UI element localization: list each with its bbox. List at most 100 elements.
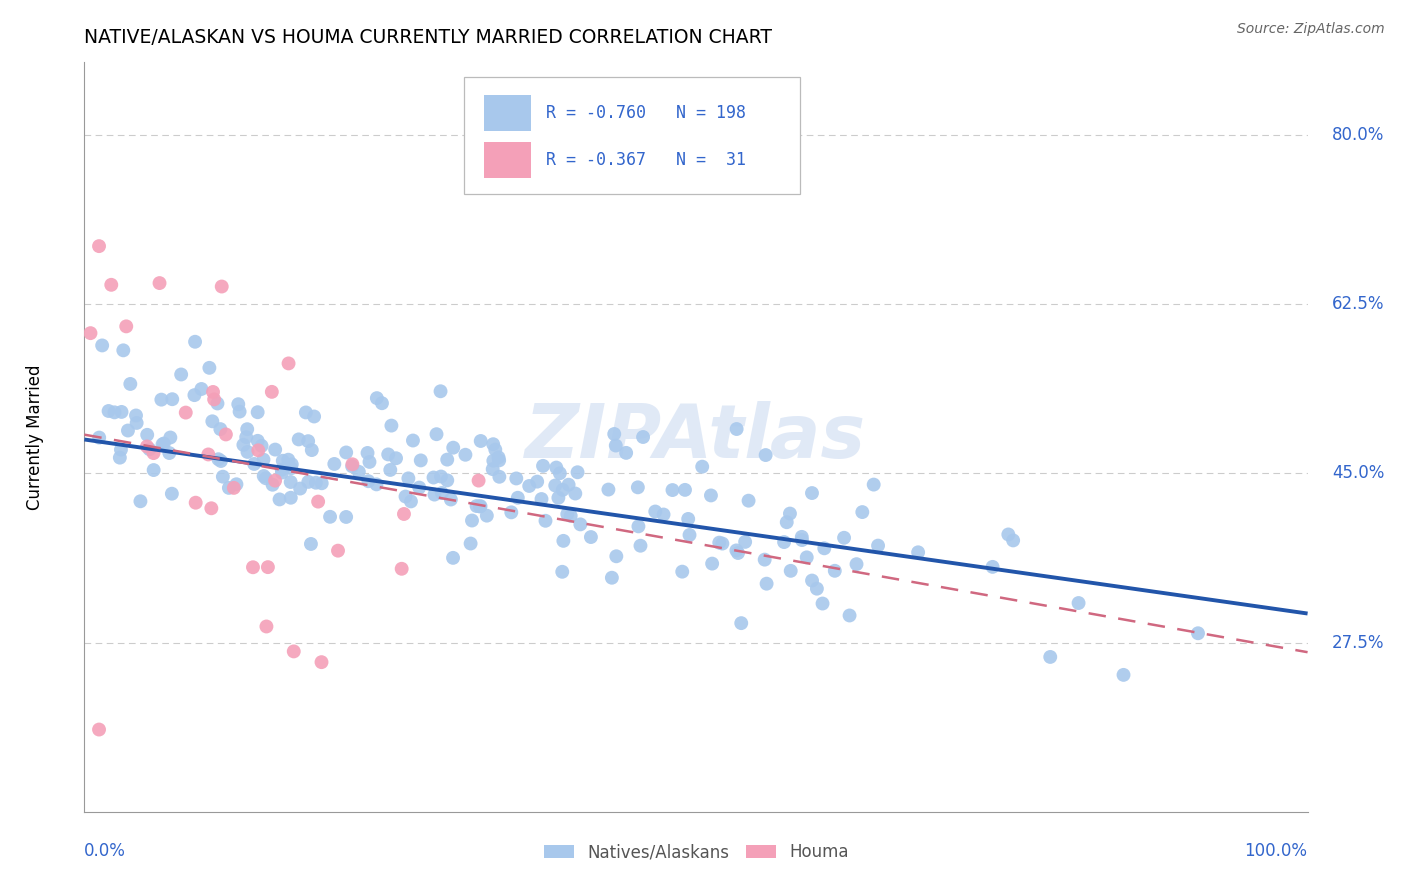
- Point: [824, 564, 846, 578]
- Point: [198, 360, 221, 375]
- Point: [117, 424, 139, 438]
- Point: [517, 479, 540, 493]
- Point: [727, 546, 749, 560]
- Point: [288, 482, 311, 496]
- Point: [211, 279, 233, 293]
- Point: [441, 550, 464, 565]
- FancyBboxPatch shape: [464, 78, 800, 194]
- Point: [295, 405, 318, 419]
- Point: [506, 491, 529, 505]
- Point: [183, 388, 205, 402]
- Point: [252, 452, 274, 467]
- Point: [162, 392, 184, 407]
- Point: [108, 450, 131, 465]
- Point: [779, 564, 801, 578]
- Point: [907, 545, 929, 559]
- Point: [129, 494, 152, 508]
- Point: [709, 535, 731, 549]
- Point: [661, 483, 683, 497]
- Point: [440, 492, 463, 507]
- Point: [311, 476, 333, 491]
- Point: [283, 644, 305, 658]
- Point: [851, 505, 873, 519]
- Point: [832, 531, 855, 545]
- Point: [430, 486, 453, 500]
- Point: [253, 469, 276, 483]
- Point: [600, 571, 623, 585]
- Point: [136, 440, 159, 454]
- Point: [347, 465, 370, 479]
- Point: [526, 475, 548, 489]
- Point: [461, 514, 484, 528]
- Point: [280, 461, 302, 475]
- Point: [481, 462, 503, 476]
- Point: [377, 447, 399, 461]
- Point: [652, 508, 675, 522]
- Point: [422, 470, 444, 484]
- Point: [297, 434, 319, 449]
- Point: [862, 477, 884, 491]
- Point: [454, 448, 477, 462]
- Point: [246, 434, 269, 448]
- Text: 62.5%: 62.5%: [1331, 295, 1385, 313]
- Point: [359, 455, 381, 469]
- Point: [264, 474, 287, 488]
- Point: [1039, 649, 1062, 664]
- Point: [779, 507, 801, 521]
- Point: [242, 560, 264, 574]
- Point: [225, 477, 247, 491]
- Point: [79, 326, 101, 340]
- Point: [174, 406, 197, 420]
- Point: [627, 519, 650, 533]
- Text: 0.0%: 0.0%: [84, 842, 127, 860]
- Point: [1112, 668, 1135, 682]
- Point: [89, 431, 111, 445]
- Point: [755, 576, 778, 591]
- Point: [644, 504, 666, 518]
- Point: [402, 434, 425, 448]
- Point: [97, 404, 120, 418]
- Point: [605, 549, 627, 564]
- Point: [302, 409, 325, 424]
- Point: [567, 465, 589, 479]
- Point: [551, 483, 574, 497]
- Point: [271, 454, 294, 468]
- Point: [110, 442, 132, 457]
- Point: [678, 528, 700, 542]
- Point: [465, 499, 488, 513]
- Point: [773, 535, 796, 549]
- Point: [250, 439, 273, 453]
- Point: [467, 474, 489, 488]
- Point: [280, 475, 302, 489]
- Point: [441, 441, 464, 455]
- Point: [997, 527, 1019, 541]
- Point: [264, 442, 287, 457]
- Point: [160, 486, 183, 500]
- Point: [218, 481, 240, 495]
- Point: [256, 619, 278, 633]
- Point: [430, 469, 453, 483]
- Point: [120, 376, 142, 391]
- Point: [737, 493, 759, 508]
- Point: [87, 723, 110, 737]
- Point: [142, 463, 165, 477]
- Point: [209, 454, 232, 468]
- Text: ZIPAtlas: ZIPAtlas: [526, 401, 866, 474]
- Point: [299, 537, 322, 551]
- Point: [235, 430, 257, 444]
- Text: Source: ZipAtlas.com: Source: ZipAtlas.com: [1237, 22, 1385, 37]
- Point: [1187, 626, 1209, 640]
- Point: [280, 491, 302, 505]
- Point: [262, 477, 284, 491]
- Point: [579, 530, 602, 544]
- Point: [200, 501, 222, 516]
- Point: [482, 437, 505, 451]
- Point: [531, 458, 554, 473]
- Point: [311, 655, 333, 669]
- Point: [115, 319, 138, 334]
- Point: [564, 486, 586, 500]
- Point: [614, 446, 637, 460]
- Point: [423, 487, 446, 501]
- Point: [319, 509, 342, 524]
- Point: [366, 391, 388, 405]
